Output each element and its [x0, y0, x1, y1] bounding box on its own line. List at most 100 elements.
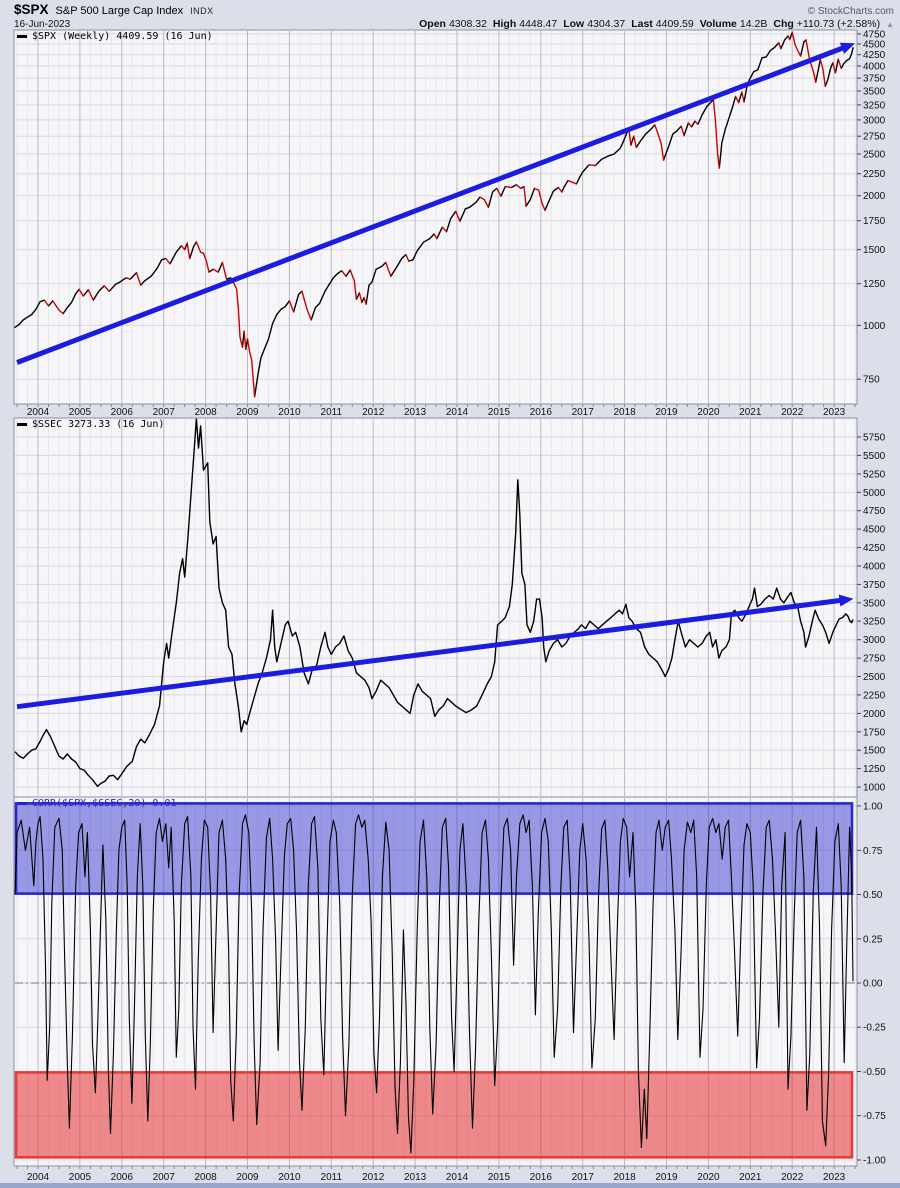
x-axis-year-label: 2022 — [781, 407, 804, 418]
exchange-label: INDX — [190, 6, 214, 16]
copyright: © StockCharts.com — [807, 6, 894, 17]
x-axis-year-label: 2019 — [655, 407, 678, 418]
y-axis-label: 3250 — [863, 100, 886, 111]
panel-border — [13, 29, 858, 405]
y-axis-label: 2500 — [863, 150, 886, 161]
trend-line — [16, 597, 845, 710]
y-axis-label: 2250 — [863, 690, 886, 701]
x-axis-year-label: 2010 — [278, 407, 301, 418]
last-pair: Last 4409.59 — [631, 18, 694, 30]
change-up-triangle-icon: ▲ — [886, 20, 894, 29]
y-axis-label: 0.25 — [863, 934, 883, 945]
ssec-legend-swatch-icon — [17, 423, 27, 426]
y-axis-label: 0.50 — [863, 890, 883, 901]
chart-header: $SPX S&P 500 Large Cap Index INDX © Stoc… — [0, 0, 900, 30]
high-value: 4448.47 — [519, 18, 558, 30]
y-axis-label: 4750 — [863, 506, 886, 517]
open-value: 4308.32 — [448, 18, 487, 30]
x-axis-year-label: 2021 — [739, 407, 762, 418]
volume-label: Volume — [699, 18, 737, 30]
corr-legend-text: CORR($SPX,$SSEC,20) 0.01 — [32, 798, 177, 809]
x-axis-year-label: 2015 — [488, 407, 511, 418]
volume-pair: Volume 14.2B — [700, 18, 768, 30]
y-axis-label: 2750 — [863, 654, 886, 665]
x-axis-year-label: 2008 — [194, 407, 217, 418]
ssec-legend-text: $SSEC 3273.33 (16 Jun) — [32, 419, 165, 430]
panel-border — [13, 796, 858, 1167]
x-axis-year-label: 2007 — [153, 407, 176, 418]
y-axis-label: 4250 — [863, 543, 886, 554]
y-axis-label: 4750 — [863, 29, 886, 40]
x-axis-year-label: 2010 — [278, 1172, 301, 1183]
x-axis-year-label: 2017 — [572, 407, 595, 418]
y-axis-label: 1250 — [863, 279, 886, 290]
x-axis-year-label: 2018 — [613, 1172, 636, 1183]
y-axis-label: 1750 — [863, 727, 886, 738]
y-axis-label: 1000 — [863, 783, 886, 794]
y-axis-label: 5750 — [863, 433, 886, 444]
y-axis-label: 0.00 — [863, 979, 883, 990]
x-axis-year-label: 2014 — [446, 407, 469, 418]
x-axis-year-label: 2020 — [697, 407, 720, 418]
x-axis-year-label: 2020 — [697, 1172, 720, 1183]
y-axis-label: -0.25 — [863, 1023, 886, 1034]
open-pair: Open 4308.32 — [419, 18, 487, 30]
x-axis-year-label: 2015 — [488, 1172, 511, 1183]
x-axis-year-label: 2007 — [153, 1172, 176, 1183]
x-axis-year-label: 2021 — [739, 1172, 762, 1183]
corr-legend: CORR($SPX,$SSEC,20) 0.01 — [17, 798, 177, 809]
x-axis-year-label: 2012 — [362, 407, 385, 418]
x-axis-year-label: 2017 — [572, 1172, 595, 1183]
x-axis-year-label: 2022 — [781, 1172, 804, 1183]
spx-legend-swatch-icon — [17, 35, 27, 38]
y-axis-label: 2750 — [863, 132, 886, 143]
y-axis-label: 2000 — [863, 191, 886, 202]
y-axis-label: 3250 — [863, 617, 886, 628]
x-axis-year-label: 2004 — [27, 1172, 50, 1183]
y-axis-label: 3000 — [863, 115, 886, 126]
x-axis-year-label: 2005 — [69, 407, 92, 418]
x-axis-year-label: 2019 — [655, 1172, 678, 1183]
trend-arrowhead-icon — [839, 42, 856, 54]
y-axis-label: -1.00 — [863, 1156, 886, 1167]
y-axis-label: 3500 — [863, 598, 886, 609]
spx-legend-text: $SPX (Weekly) 4409.59 (16 Jun) — [32, 31, 213, 42]
y-axis-label: 5000 — [863, 488, 886, 499]
title-row: $SPX S&P 500 Large Cap Index INDX © Stoc… — [14, 2, 894, 17]
x-axis-year-label: 2012 — [362, 1172, 385, 1183]
y-axis-label: 1250 — [863, 764, 886, 775]
low-label: Low — [563, 18, 585, 30]
y-axis-label: 1.00 — [863, 802, 883, 813]
spx-legend: $SPX (Weekly) 4409.59 (16 Jun) — [17, 31, 213, 42]
y-axis-label: 5250 — [863, 469, 886, 480]
index-name: S&P 500 Large Cap Index — [55, 5, 184, 17]
high-label: High — [492, 18, 517, 30]
x-axis-year-label: 2008 — [194, 1172, 217, 1183]
y-axis-label: 4250 — [863, 50, 886, 61]
ssec-legend: $SSEC 3273.33 (16 Jun) — [17, 419, 164, 430]
open-label: Open — [419, 18, 446, 30]
last-label: Last — [631, 18, 653, 30]
x-axis-year-label: 2023 — [823, 1172, 846, 1183]
y-axis-label: 4500 — [863, 40, 886, 51]
chart-date: 16-Jun-2023 — [14, 19, 71, 30]
x-axis-year-label: 2005 — [69, 1172, 92, 1183]
chg-value: +110.73 (+2.58%) — [796, 18, 881, 30]
trend-line — [16, 44, 848, 365]
x-axis-year-label: 2009 — [236, 407, 259, 418]
x-axis-year-label: 2006 — [111, 407, 134, 418]
chg-label: Chg — [773, 18, 794, 30]
x-axis-year-label: 2014 — [446, 1172, 469, 1183]
y-axis-label: 3000 — [863, 635, 886, 646]
x-axis-year-label: 2006 — [111, 1172, 134, 1183]
volume-value: 14.2B — [739, 18, 768, 30]
y-axis-label: -0.75 — [863, 1111, 886, 1122]
y-axis-label: 1750 — [863, 216, 886, 227]
x-axis-year-label: 2009 — [236, 1172, 259, 1183]
y-axis-label: 4500 — [863, 525, 886, 536]
quote-row: 16-Jun-2023 Open 4308.32 High 4448.47 Low 4… — [14, 18, 894, 30]
x-axis-year-label: 2023 — [823, 407, 846, 418]
low-pair: Low 4304.37 — [563, 18, 625, 30]
panel-background — [14, 418, 857, 797]
